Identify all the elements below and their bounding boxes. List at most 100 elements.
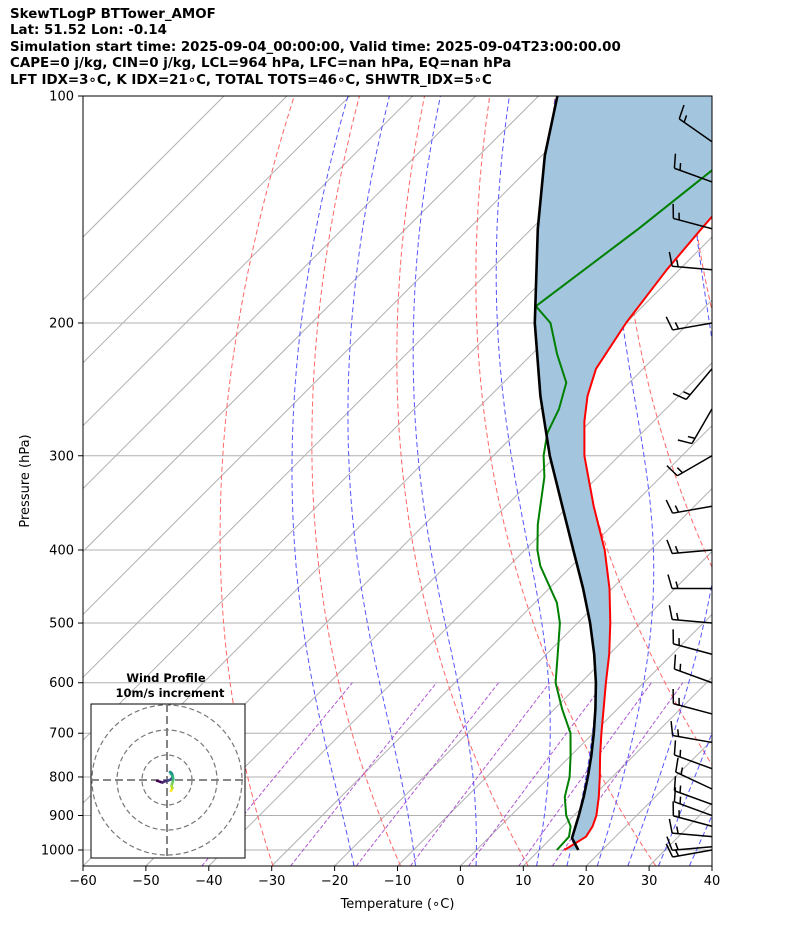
x-tick-label: −60 bbox=[69, 874, 96, 889]
wind-barb bbox=[673, 776, 713, 806]
time-line: Simulation start time: 2025-09-04_00:00:… bbox=[10, 39, 621, 55]
barb-staff bbox=[672, 322, 713, 331]
isotherm bbox=[271, 424, 712, 866]
barb-staff bbox=[673, 702, 713, 715]
y-tick-label: 1000 bbox=[41, 844, 74, 859]
wind-barb bbox=[666, 836, 713, 851]
barb-staff bbox=[685, 368, 713, 400]
barb-staff bbox=[674, 801, 713, 817]
moist-adiabat bbox=[495, 96, 551, 866]
wind-barb bbox=[672, 689, 713, 715]
x-tick-label: 0 bbox=[456, 874, 464, 889]
barb-flag bbox=[666, 539, 673, 554]
chart-title: SkewTLogP BTTower_AMOF bbox=[10, 7, 216, 22]
x-axis-label: Temperature (∘C) bbox=[340, 897, 455, 912]
wind-barb bbox=[672, 203, 713, 230]
isotherm bbox=[83, 96, 539, 553]
barb-flag bbox=[672, 392, 687, 401]
barb-flag bbox=[677, 439, 693, 445]
dry-adiabat bbox=[750, 96, 794, 866]
barb-staff bbox=[672, 265, 713, 271]
barb-half-flag bbox=[679, 796, 682, 804]
dry-adiabat bbox=[219, 96, 295, 866]
barb-staff bbox=[673, 643, 713, 655]
isotherm bbox=[460, 613, 712, 866]
barb-staff bbox=[676, 455, 713, 477]
wind-barb bbox=[670, 720, 713, 744]
y-tick-label: 400 bbox=[49, 543, 74, 558]
dry-adiabat bbox=[396, 96, 529, 866]
wind-barb bbox=[677, 408, 713, 445]
y-tick-label: 700 bbox=[49, 727, 74, 742]
x-tick-label: 30 bbox=[641, 874, 658, 889]
isotherm bbox=[208, 362, 712, 866]
y-axis-label: Pressure (hPa) bbox=[18, 434, 33, 527]
barb-staff bbox=[674, 668, 713, 684]
barb-flag bbox=[665, 499, 674, 514]
hodograph-title: Wind Profile bbox=[126, 671, 206, 685]
x-tick-label: −10 bbox=[384, 874, 411, 889]
isotherm bbox=[83, 96, 288, 301]
barb-flag bbox=[665, 843, 674, 858]
temperature-profile bbox=[563, 215, 712, 851]
barb-staff bbox=[675, 771, 713, 790]
barb-half-flag bbox=[687, 435, 696, 440]
barb-flag bbox=[678, 104, 685, 120]
hodograph-segment bbox=[169, 788, 173, 793]
isotherm bbox=[83, 96, 414, 427]
barb-flag bbox=[666, 465, 678, 477]
isotherm bbox=[83, 96, 665, 679]
wind-barbs bbox=[665, 104, 713, 858]
isotherm bbox=[522, 676, 712, 866]
wind-barb bbox=[673, 654, 713, 684]
barb-staff bbox=[674, 790, 713, 806]
barb-staff bbox=[672, 845, 713, 851]
x-tick-label: −20 bbox=[321, 874, 348, 889]
y-tick-label: 200 bbox=[49, 316, 74, 331]
barb-half-flag bbox=[683, 115, 688, 123]
barb-staff bbox=[673, 815, 713, 827]
barb-flag bbox=[667, 574, 673, 589]
wind-barb bbox=[675, 757, 713, 790]
barb-half-flag bbox=[679, 785, 682, 793]
dry-adiabat bbox=[549, 96, 712, 766]
wind-barb bbox=[672, 629, 713, 655]
isotherm bbox=[334, 487, 712, 866]
barb-staff bbox=[691, 408, 713, 444]
moist-adiabat bbox=[347, 96, 416, 866]
barb-half-flag bbox=[679, 663, 682, 672]
indices-line-1: CAPE=0 j/kg, CIN=0 j/kg, LCL=964 hPa, LF… bbox=[10, 56, 512, 72]
barb-staff bbox=[672, 832, 713, 838]
isotherm bbox=[83, 96, 351, 364]
barb-flag bbox=[673, 787, 677, 802]
hodograph-content bbox=[91, 704, 245, 858]
barb-flag bbox=[673, 153, 677, 169]
isotherm bbox=[83, 96, 602, 616]
parcel-profile bbox=[533, 96, 598, 851]
x-tick-label: −50 bbox=[132, 874, 159, 889]
barb-half-flag bbox=[674, 545, 679, 554]
x-tick-label: 10 bbox=[515, 874, 532, 889]
barb-flag bbox=[668, 605, 673, 620]
mixing-ratio-line bbox=[355, 682, 499, 866]
barb-flag bbox=[673, 654, 677, 670]
barb-half-flag bbox=[679, 162, 682, 171]
wind-barb bbox=[665, 316, 713, 331]
moist-adiabat bbox=[412, 96, 477, 866]
wind-barb bbox=[665, 499, 713, 514]
barb-flag bbox=[675, 757, 679, 773]
barb-staff bbox=[674, 167, 713, 183]
wind-barb bbox=[672, 801, 713, 827]
barb-staff bbox=[672, 849, 713, 858]
barb-half-flag bbox=[679, 749, 682, 758]
axes: −60 −50 −40 −30 −20 −10 0 10 20 30 40 1000 900 800 700… bbox=[18, 90, 720, 913]
barb-flag bbox=[673, 776, 677, 791]
barb-flag bbox=[668, 251, 673, 267]
isotherm bbox=[83, 96, 476, 490]
mixing-ratio-line bbox=[551, 682, 684, 866]
x-tick-label: −30 bbox=[258, 874, 285, 889]
isotherm bbox=[145, 299, 712, 866]
moist-adiabat bbox=[658, 731, 712, 866]
y-tick-label: 900 bbox=[49, 809, 74, 824]
